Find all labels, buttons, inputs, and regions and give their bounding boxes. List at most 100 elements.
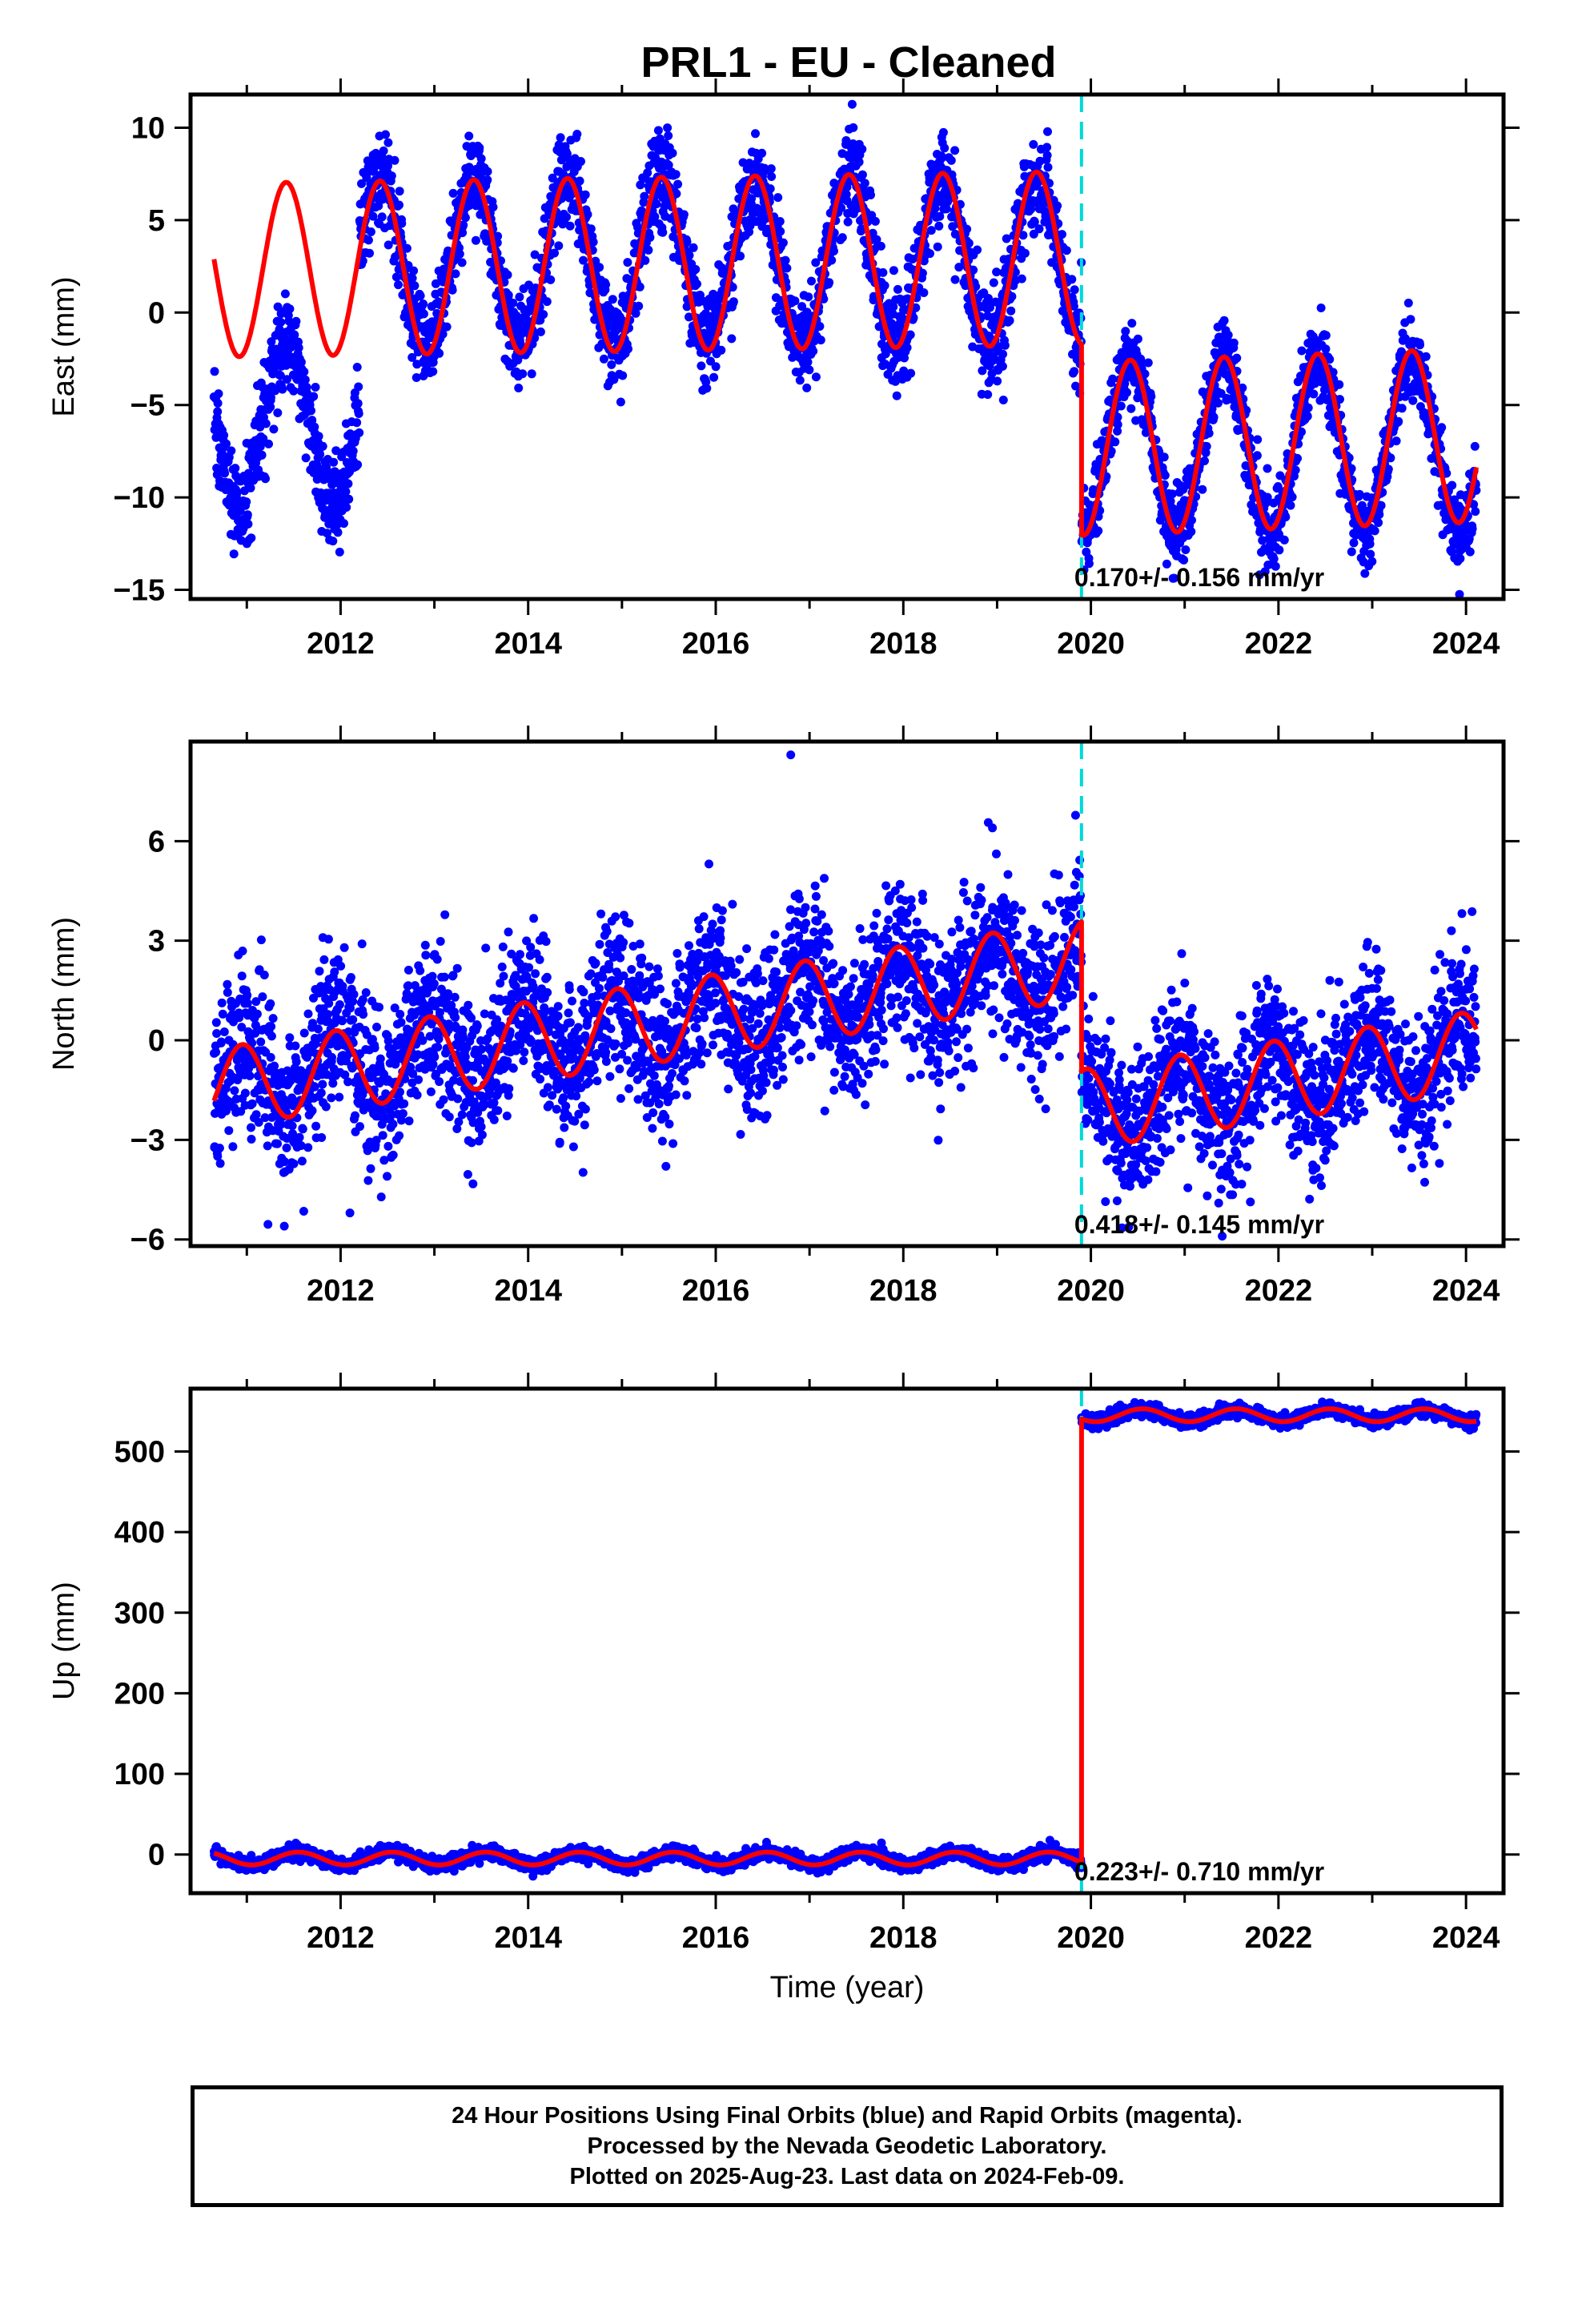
data-point [352, 418, 362, 428]
data-point [426, 1087, 436, 1096]
data-point [728, 283, 737, 292]
data-point [1062, 246, 1071, 255]
data-point [215, 1144, 224, 1153]
data-point [266, 392, 275, 402]
data-point [216, 1037, 226, 1047]
data-point [259, 434, 268, 444]
data-point [218, 1009, 227, 1019]
data-point [402, 243, 412, 253]
data-point [1349, 538, 1359, 548]
data-point [348, 1015, 358, 1024]
data-point [682, 237, 692, 247]
data-point [240, 1088, 250, 1098]
data-point [1447, 480, 1457, 490]
data-point [215, 1159, 225, 1168]
data-point [313, 1024, 323, 1034]
data-point [583, 210, 592, 219]
data-point [376, 1192, 386, 1202]
data-point [926, 249, 934, 259]
data-point [849, 123, 858, 132]
data-point [653, 126, 663, 135]
data-point [1146, 392, 1156, 401]
data-point [273, 408, 283, 417]
data-point [1034, 224, 1044, 234]
data-point [333, 528, 343, 537]
data-point [439, 1095, 448, 1104]
data-point [346, 973, 355, 982]
data-point [1391, 436, 1401, 446]
data-point [685, 251, 694, 260]
data-point [450, 992, 460, 1002]
data-point [276, 317, 286, 327]
data-point [1209, 412, 1219, 422]
data-point [335, 1000, 344, 1009]
data-point [307, 406, 315, 416]
data-point [634, 301, 644, 311]
data-point [781, 255, 790, 265]
data-point [775, 217, 785, 226]
data-point [228, 1142, 238, 1152]
data-point [230, 1086, 239, 1096]
data-point [702, 384, 712, 393]
data-point [1303, 403, 1313, 412]
data-point [319, 955, 329, 964]
data-point [1468, 524, 1477, 533]
data-point [264, 439, 273, 448]
data-point [1200, 456, 1209, 465]
data-point [409, 266, 419, 275]
data-point [673, 179, 683, 189]
data-point [1275, 545, 1284, 555]
data-point [829, 247, 838, 255]
data-point [416, 291, 425, 300]
data-point [243, 510, 252, 520]
data-point [691, 264, 701, 274]
data-point [354, 382, 363, 392]
data-point [372, 1023, 381, 1031]
data-point [652, 199, 661, 209]
data-point [419, 309, 428, 319]
data-point [275, 371, 285, 380]
data-point [889, 266, 898, 275]
data-point [291, 1041, 300, 1051]
data-point [1070, 285, 1079, 295]
data-point [269, 424, 279, 434]
data-point [242, 497, 251, 507]
data-point [366, 227, 375, 236]
data-point [946, 155, 956, 165]
data-point [1029, 139, 1038, 149]
data-point [297, 1156, 307, 1166]
y-tick-label: −10 [114, 481, 165, 515]
data-point [1456, 554, 1465, 563]
data-point [433, 1043, 443, 1051]
data-point [387, 171, 396, 181]
data-point [365, 248, 374, 258]
data-point [390, 155, 400, 165]
data-point [782, 263, 792, 273]
data-point [349, 990, 359, 999]
data-point [1471, 507, 1480, 517]
chart-title: PRL1 - EU - Cleaned [640, 38, 1056, 86]
data-point [214, 389, 223, 399]
data-point [463, 1170, 472, 1179]
data-point [363, 1176, 373, 1185]
data-point [546, 275, 556, 284]
data-point [227, 446, 236, 456]
data-point [395, 200, 404, 210]
data-point [1269, 554, 1279, 564]
data-point [1437, 423, 1447, 432]
data-point [247, 1099, 257, 1108]
data-point [212, 464, 222, 472]
data-point [363, 235, 373, 245]
data-point [414, 1075, 423, 1084]
data-point [1421, 352, 1431, 361]
data-point [1006, 306, 1016, 316]
data-point [315, 449, 325, 459]
data-point [408, 273, 417, 283]
data-point [550, 248, 559, 258]
data-point [1415, 340, 1424, 350]
data-point [219, 431, 229, 440]
data-point [1017, 274, 1026, 283]
data-point [440, 972, 449, 982]
data-point [664, 131, 673, 140]
data-point [352, 363, 362, 372]
